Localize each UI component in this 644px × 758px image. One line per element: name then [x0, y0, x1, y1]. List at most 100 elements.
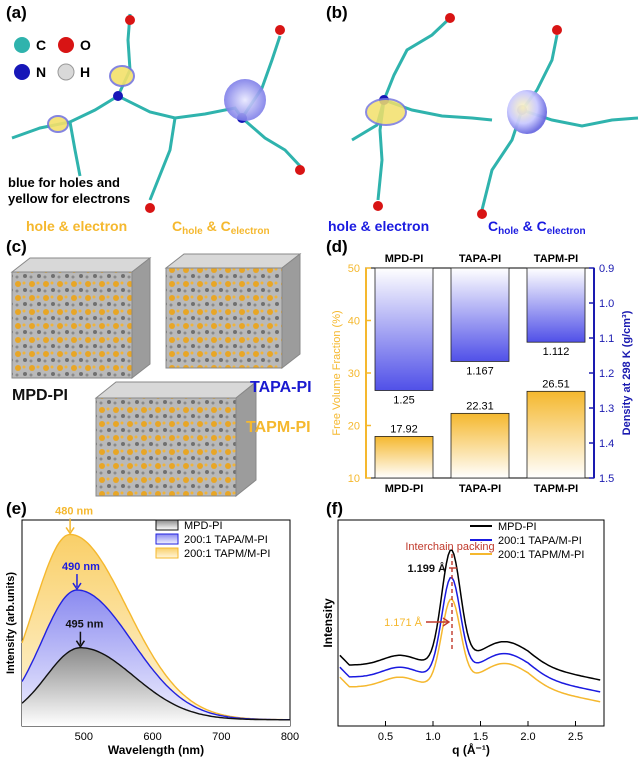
box-label-tapm: TAPM-PI: [246, 419, 311, 436]
panel-e-pl-spectra: (e) 500 600 700 800 Wavelength (nm) Intensity…: [5, 500, 299, 757]
legend-swatch: [155, 519, 179, 531]
hole-centroid-sphere: [224, 79, 266, 121]
panel-label: (a): [6, 3, 27, 22]
peak-label: 495 nm: [65, 619, 103, 631]
orbital-blob: [365, 98, 407, 126]
caption-hole-electron: hole & electron: [328, 218, 429, 234]
left-tick-label: 40: [348, 316, 360, 328]
plot-frame: [337, 519, 605, 727]
panel-b: (b) hole & electron Chole & Celectron: [326, 3, 639, 237]
x-tick-label: 1.5: [473, 731, 488, 743]
x-tick-label: 2.5: [568, 731, 583, 743]
centroid-sphere: [507, 90, 547, 134]
bar-free-volume: [526, 390, 586, 479]
x-tick-label: 700: [212, 731, 230, 743]
right-tick-label: 1.1: [599, 333, 614, 345]
panel-a: (a) C O N H blue for holes and yellow fo…: [6, 3, 305, 237]
peak-label: 480 nm: [55, 505, 93, 517]
left-tick-label: 50: [348, 263, 360, 275]
legend-label: 200:1 TAPM/M-PI: [184, 548, 270, 560]
bar-value-label: 17.92: [390, 423, 418, 435]
panel-label: (d): [326, 238, 348, 256]
box-label-tapa: TAPA-PI: [250, 379, 312, 396]
x-tick-label: 0.5: [378, 731, 393, 743]
x-tick-label: 2.0: [520, 731, 535, 743]
bar-value-label: 1.167: [466, 365, 494, 377]
spectrum-line: [21, 647, 290, 721]
bar-density: [450, 267, 510, 362]
bar-value-label: 1.25: [393, 395, 414, 407]
caption-hole-electron: hole & electron: [26, 218, 127, 234]
x-tick-label: 1.0: [425, 731, 440, 743]
panel-label: (c): [6, 238, 27, 256]
simulation-box-mpd: [10, 256, 152, 380]
legend-label: N: [36, 64, 46, 80]
top-category-label: TAPM-PI: [534, 253, 578, 265]
bar-density: [526, 267, 586, 343]
legend-label: H: [80, 64, 90, 80]
x-axis-title: Wavelength (nm): [108, 743, 204, 757]
panel-d-bar-chart: (d) 10 20 30 40 50 0.9 1.0 1.1 1.2 1.3 1.4 1.5 Free …: [326, 238, 633, 495]
diffraction-curve: [339, 549, 601, 681]
peak-arrow-head: [72, 582, 82, 591]
left-tick-label: 20: [348, 421, 360, 433]
bar-value-label: 22.31: [466, 400, 494, 412]
box-label-mpd: MPD-PI: [12, 387, 68, 404]
panel-label: (b): [326, 3, 348, 22]
bar-free-volume: [450, 412, 510, 479]
right-tick-label: 1.2: [599, 368, 614, 380]
annotation-d-spacing: 1.171 Å: [384, 616, 423, 629]
y-axis-title: Intensity (arb.units): [5, 572, 17, 674]
category-label: TAPA-PI: [459, 483, 501, 495]
orbital-blob: [47, 115, 69, 133]
x-tick-label: 500: [75, 731, 93, 743]
caption-centroids: Chole & Celectron: [488, 218, 586, 237]
simulation-box-tapa: [164, 252, 302, 370]
spectrum-fill: [22, 647, 290, 726]
peak-label: 490 nm: [62, 561, 100, 573]
note-text: yellow for electrons: [8, 191, 130, 206]
legend-label: MPD-PI: [498, 521, 537, 533]
legend-label: 200:1 TAPA/M-PI: [498, 535, 582, 547]
peak-arrow-head: [75, 640, 86, 649]
bar-value-label: 26.51: [542, 378, 570, 390]
annotation-interchain: Interchain packing: [405, 541, 494, 553]
legend-swatch: [155, 533, 179, 545]
x-axis-title: q (Å⁻¹): [452, 742, 490, 757]
top-category-label: MPD-PI: [385, 253, 424, 265]
legend-label: 200:1 TAPA/M-PI: [184, 534, 268, 546]
panel-f-xrd: (f) 0.5 1.0 1.5 2.0 2.5 q (Å⁻¹) Intensity Inter…: [322, 500, 605, 757]
annotation-arrow-head: [442, 617, 451, 627]
left-tick-label: 10: [348, 473, 360, 485]
legend-swatch: [155, 547, 179, 559]
panel-c: (c) MPD-PI TAPA-PI TAPM-PI: [6, 238, 312, 498]
right-tick-label: 1.5: [599, 473, 614, 485]
right-tick-label: 1.3: [599, 403, 614, 415]
atom-legend: C O N H: [14, 37, 91, 81]
simulation-box-tapm: [94, 380, 258, 498]
y-axis-title: Intensity: [322, 598, 335, 648]
legend-label: C: [36, 37, 46, 53]
bar-free-volume: [374, 436, 434, 479]
peak-arrow-head: [65, 527, 75, 535]
top-category-label: TAPA-PI: [459, 253, 501, 265]
right-axis-title: Density at 298 K (g/cm³): [621, 310, 633, 435]
panel-label: (f): [326, 500, 343, 518]
bar-density: [374, 267, 434, 391]
right-tick-label: 0.9: [599, 263, 614, 275]
orbital-blob: [109, 65, 135, 87]
caption-centroids: Chole & Celectron: [172, 218, 270, 237]
category-label: TAPM-PI: [534, 483, 578, 495]
diffraction-curve: [339, 576, 601, 693]
bar-value-label: 1.112: [543, 346, 570, 358]
panel-label: (e): [6, 500, 27, 518]
right-tick-label: 1.4: [599, 438, 614, 450]
legend-label: O: [80, 37, 91, 53]
x-tick-label: 800: [281, 731, 299, 743]
left-axis-title: Free Volume Fraction (%): [331, 310, 343, 435]
left-tick-label: 30: [348, 368, 360, 380]
diffraction-curve: [339, 598, 601, 703]
legend-label: MPD-PI: [184, 520, 223, 532]
right-tick-label: 1.0: [599, 298, 614, 310]
annotation-d-spacing: 1.199 Å: [407, 562, 446, 575]
